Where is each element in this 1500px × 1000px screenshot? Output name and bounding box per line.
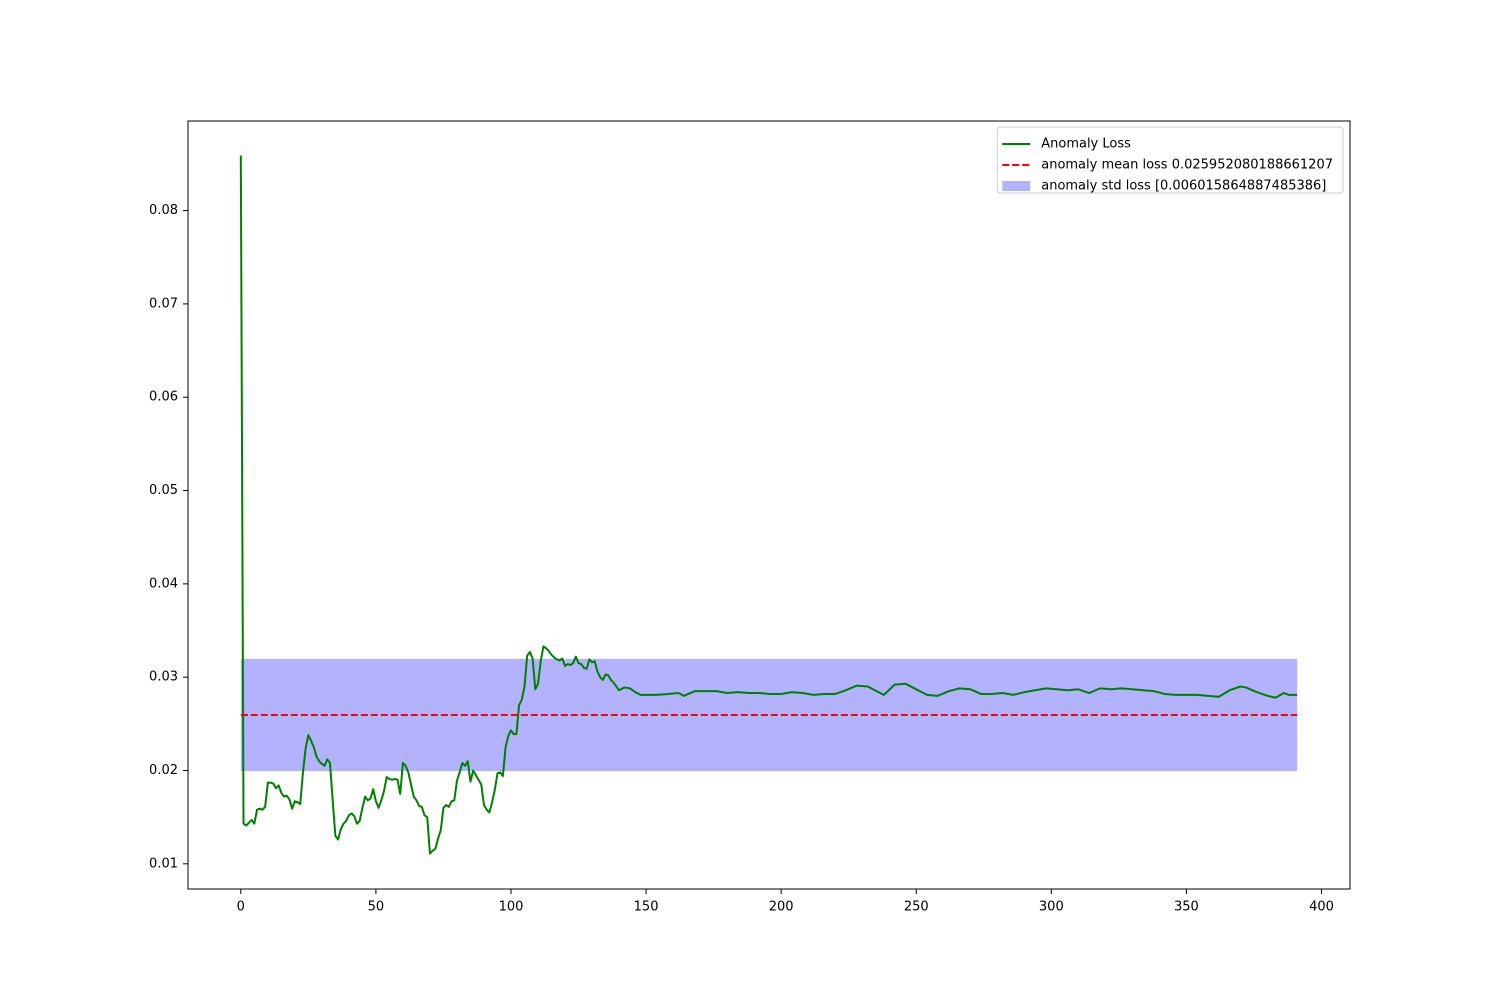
y-tick-label: 0.04 — [149, 576, 178, 591]
x-tick-label: 50 — [368, 900, 385, 915]
data-line — [239, 155, 1298, 855]
x-tick-label: 350 — [1174, 900, 1199, 915]
x-tick-label: 400 — [1309, 900, 1334, 915]
y-tick-label: 0.03 — [149, 670, 178, 685]
std-band — [240, 658, 1298, 772]
legend-box — [996, 126, 1344, 194]
legend-label: Anomaly Loss — [1041, 137, 1131, 152]
x-tick-label: 300 — [1039, 900, 1064, 915]
legend-swatch — [1002, 181, 1031, 191]
x-tick-label: 200 — [769, 900, 794, 915]
plot-frame — [187, 120, 1351, 890]
y-tick-label: 0.02 — [149, 763, 178, 778]
y-tick-label: 0.05 — [149, 483, 178, 498]
x-tick-label: 150 — [634, 900, 659, 915]
x-tick-label: 100 — [499, 900, 524, 915]
y-tick-label: 0.08 — [149, 203, 178, 218]
legend: Anomaly Loss anomaly mean loss 0.02595208… — [996, 126, 1344, 194]
y-tick-label: 0.06 — [149, 390, 178, 405]
x-tick-label: 0 — [237, 900, 245, 915]
x-tick-label: 250 — [904, 900, 929, 915]
y-tick-label: 0.07 — [149, 296, 178, 311]
legend-label: anomaly std loss [0.006015864887485386] — [1041, 179, 1326, 194]
y-tick-label: 0.01 — [149, 856, 178, 871]
legend-label: anomaly mean loss 0.025952080188661207 — [1041, 158, 1333, 173]
